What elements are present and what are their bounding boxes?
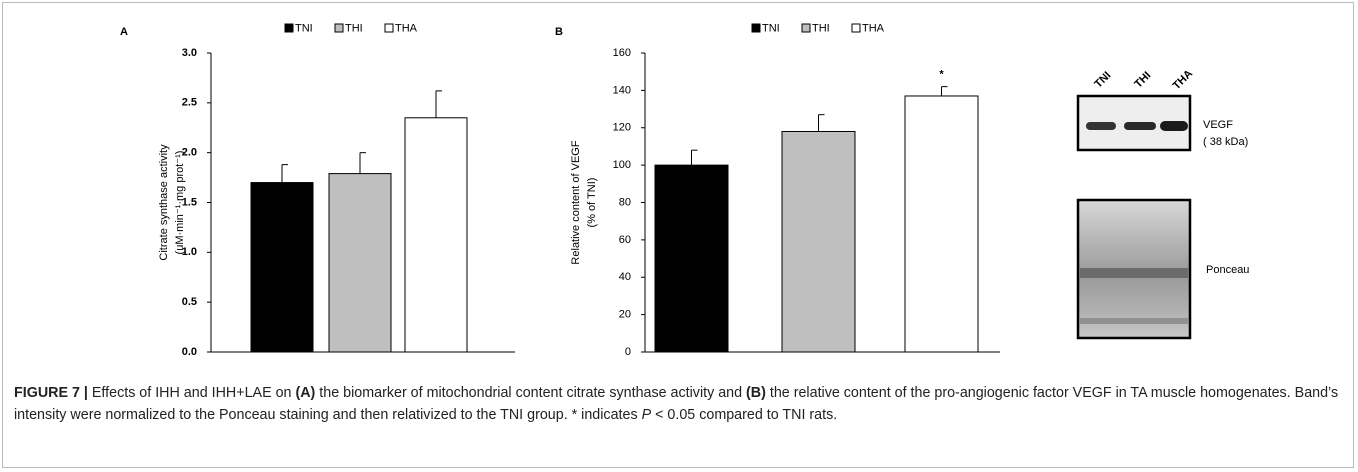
bar bbox=[655, 165, 728, 352]
y-tick-label: 100 bbox=[613, 159, 631, 171]
caption-text: (B) bbox=[746, 385, 766, 401]
y-tick-label: 80 bbox=[619, 196, 631, 208]
y-tick-label: 2.5 bbox=[182, 97, 197, 109]
panel-label: B bbox=[555, 26, 563, 38]
y-tick-label: 1.0 bbox=[182, 246, 197, 258]
bar bbox=[405, 118, 467, 352]
y-axis-label: Citrate synthase activity bbox=[158, 144, 170, 261]
caption: FIGURE 7 | Effects of IHH and IHH+LAE on… bbox=[14, 382, 1344, 426]
y-tick-label: 0.5 bbox=[182, 296, 197, 308]
y-tick-label: 20 bbox=[619, 309, 631, 321]
bar bbox=[251, 183, 313, 352]
y-tick-label: 140 bbox=[613, 84, 631, 96]
legend-swatch bbox=[385, 24, 393, 32]
legend-swatch bbox=[335, 24, 343, 32]
band bbox=[1080, 318, 1188, 324]
legend-label: THI bbox=[345, 22, 363, 34]
y-tick-label: 60 bbox=[619, 234, 631, 246]
caption-text: the biomarker of mitochondrial content c… bbox=[315, 385, 746, 401]
lane-label: TNI bbox=[1092, 69, 1113, 90]
page: {"chart_data": [ {"type": "bar", "panel"… bbox=[0, 0, 1358, 472]
bar bbox=[782, 131, 855, 352]
legend-swatch bbox=[802, 24, 810, 32]
caption-text: (A) bbox=[295, 385, 315, 401]
y-tick-label: 0 bbox=[625, 346, 631, 358]
y-tick-label: 40 bbox=[619, 271, 631, 283]
y-tick-label: 160 bbox=[613, 47, 631, 59]
legend-swatch bbox=[752, 24, 760, 32]
y-tick-label: 2.0 bbox=[182, 147, 197, 159]
band bbox=[1124, 122, 1156, 130]
blot: TNI THI THA VEGF ( 38 kDa) Ponceau bbox=[1078, 68, 1249, 338]
y-tick-label: 3.0 bbox=[182, 47, 197, 59]
legend-swatch bbox=[852, 24, 860, 32]
significance: * bbox=[939, 69, 944, 81]
y-axis-unit: (% of TNI) bbox=[586, 178, 598, 228]
bar bbox=[329, 174, 391, 352]
y-axis-label: Relative content of VEGF bbox=[570, 140, 582, 264]
legend-label: THI bbox=[812, 22, 830, 34]
caption-text: P bbox=[642, 407, 652, 423]
y-tick-label: 1.5 bbox=[182, 196, 197, 208]
lane-label: THI bbox=[1132, 69, 1153, 90]
legend-label: TNI bbox=[295, 22, 313, 34]
caption-label: FIGURE 7 | bbox=[14, 385, 88, 401]
legend-label: THA bbox=[395, 22, 418, 34]
y-tick-label: 0.0 bbox=[182, 346, 197, 358]
band bbox=[1086, 122, 1116, 130]
panel-label: A bbox=[120, 26, 128, 38]
lane-label: THA bbox=[1171, 68, 1196, 93]
legend-label: THA bbox=[862, 22, 885, 34]
protein-label: VEGF bbox=[1203, 119, 1233, 131]
legend-label: TNI bbox=[762, 22, 780, 34]
band bbox=[1160, 121, 1188, 131]
caption-text: Effects of IHH and IHH+LAE on bbox=[88, 385, 296, 401]
figure: TNI THI THA VEGF ( 38 kDa) Ponceau A Citr… bbox=[0, 0, 1358, 372]
y-tick-label: 120 bbox=[613, 122, 631, 134]
caption-text: < 0.05 compared to TNI rats. bbox=[651, 407, 837, 423]
loading-label: Ponceau bbox=[1206, 264, 1249, 276]
size-label: ( 38 kDa) bbox=[1203, 136, 1248, 148]
legend-swatch bbox=[285, 24, 293, 32]
bar bbox=[905, 96, 978, 352]
band bbox=[1080, 268, 1188, 278]
